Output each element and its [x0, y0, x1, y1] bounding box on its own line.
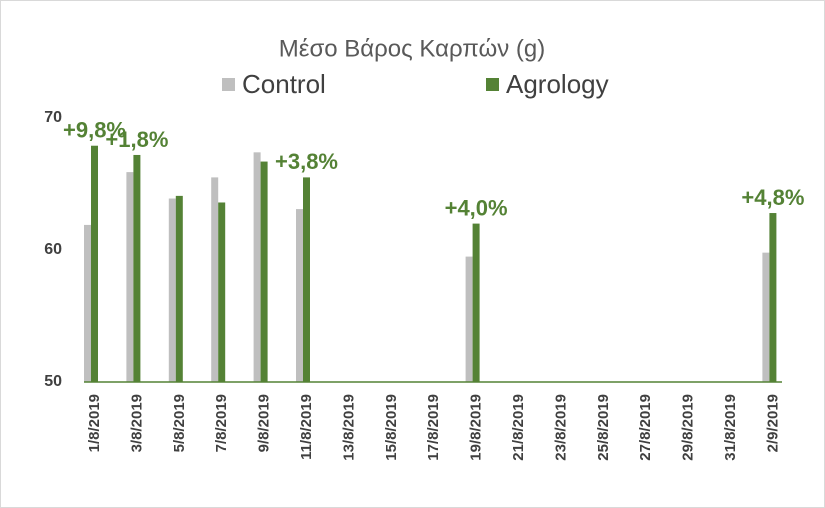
- x-tick-label: 5/8/2019: [171, 394, 188, 452]
- legend-label: Control: [242, 69, 326, 99]
- bar: [253, 152, 261, 382]
- x-tick-label: 25/8/2019: [595, 394, 612, 461]
- annotation: +4,8%: [741, 185, 804, 210]
- annotation: +3,8%: [275, 149, 338, 174]
- bar: [126, 172, 134, 382]
- bar: [472, 223, 480, 382]
- x-tick-label: 23/8/2019: [552, 394, 569, 461]
- bar: [218, 202, 226, 382]
- x-tick-label: 11/8/2019: [298, 394, 315, 460]
- y-tick-label: 50: [44, 373, 62, 390]
- annotation: +1,8%: [105, 127, 168, 152]
- bar: [769, 213, 777, 382]
- bar: [211, 177, 219, 382]
- x-tick-label: 2/9/2019: [764, 394, 781, 452]
- bar: [303, 177, 310, 382]
- bar: [762, 252, 770, 382]
- chart-title: Μέσο Βάρος Καρπών (g): [279, 35, 546, 62]
- bar: [133, 154, 141, 382]
- annotation: +4,0%: [445, 195, 508, 220]
- y-tick-label: 70: [44, 109, 62, 126]
- x-tick-label: 31/8/2019: [722, 394, 739, 461]
- x-tick-label: 3/8/2019: [128, 394, 145, 452]
- x-tick-label: 27/8/2019: [637, 394, 654, 461]
- legend-swatch: [222, 78, 235, 91]
- x-tick-label: 17/8/2019: [425, 394, 442, 461]
- bar: [465, 256, 473, 382]
- x-tick-label: 13/8/2019: [340, 394, 357, 461]
- x-tick-label: 19/8/2019: [468, 394, 485, 461]
- legend-label: Agrology: [506, 69, 609, 99]
- x-tick-label: 1/8/2019: [86, 394, 103, 452]
- bar: [84, 224, 91, 382]
- bar: [175, 195, 183, 382]
- x-tick-label: 7/8/2019: [213, 394, 230, 452]
- bar: [296, 209, 303, 382]
- x-tick-label: 9/8/2019: [256, 394, 273, 452]
- x-tick-label: 29/8/2019: [680, 394, 697, 461]
- legend-swatch: [486, 78, 499, 91]
- annotation: +9,8%: [63, 118, 126, 143]
- y-tick-label: 60: [44, 241, 62, 258]
- x-tick-label: 21/8/2019: [510, 394, 527, 461]
- bar: [168, 198, 176, 382]
- x-tick-label: 15/8/2019: [383, 394, 400, 461]
- bar: [260, 161, 268, 382]
- bar: [91, 145, 98, 382]
